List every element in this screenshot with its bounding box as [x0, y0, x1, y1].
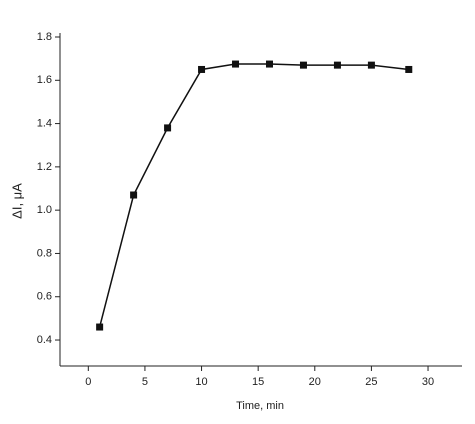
x-tick-label: 25 — [365, 376, 377, 388]
y-tick-label: 1.6 — [37, 74, 52, 86]
y-axis-label: ΔI, μA — [9, 183, 24, 219]
x-tick-label: 15 — [252, 376, 264, 388]
data-point — [198, 65, 206, 73]
data-point — [232, 60, 240, 68]
data-point — [164, 124, 172, 132]
y-tick-label: 1.0 — [37, 204, 52, 216]
x-axis-label: Time, min — [236, 400, 284, 412]
data-point — [96, 323, 104, 331]
x-tick-label: 20 — [309, 376, 321, 388]
x-tick-label: 30 — [422, 376, 434, 388]
data-point — [130, 191, 138, 199]
y-tick-label: 1.4 — [37, 117, 52, 129]
y-tick-label: 0.8 — [37, 247, 52, 259]
x-tick-label: 5 — [142, 376, 148, 388]
y-tick-label: 0.6 — [37, 291, 52, 303]
y-tick-label: 1.2 — [37, 161, 52, 173]
x-tick-label: 10 — [195, 376, 207, 388]
x-tick-label: 0 — [85, 376, 91, 388]
y-tick-label: 1.8 — [37, 31, 52, 43]
series-line — [98, 63, 409, 328]
data-point — [333, 61, 341, 69]
y-tick-label: 0.4 — [37, 334, 52, 346]
data-point — [367, 61, 375, 69]
data-point — [265, 60, 273, 68]
data-point — [299, 61, 307, 69]
data-point — [405, 65, 413, 73]
